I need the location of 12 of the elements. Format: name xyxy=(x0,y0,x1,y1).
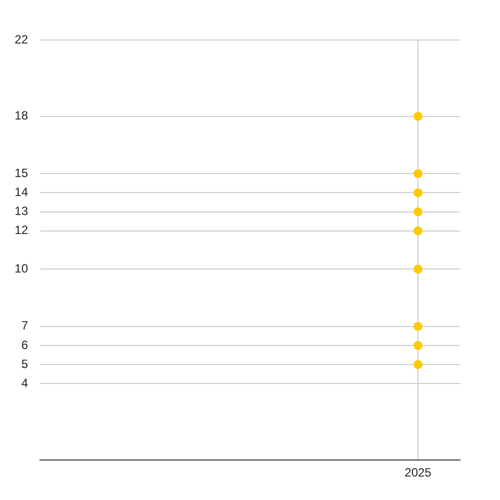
y-tick-label: 14 xyxy=(14,185,28,200)
y-tick-label: 4 xyxy=(21,376,28,390)
y-tick-label: 7 xyxy=(21,318,28,333)
y-tick-label: 13 xyxy=(14,204,28,218)
y-tick-label: 15 xyxy=(14,166,28,180)
y-tick-label: 22 xyxy=(14,32,28,46)
y-tick-label: 18 xyxy=(14,108,28,123)
y-tick-label: 5 xyxy=(21,356,28,371)
y-tick-label: 6 xyxy=(21,338,28,352)
x-tick-label: 2025 xyxy=(404,466,432,480)
y-tick-label: 10 xyxy=(14,261,28,276)
y-tick-label: 12 xyxy=(14,223,28,238)
